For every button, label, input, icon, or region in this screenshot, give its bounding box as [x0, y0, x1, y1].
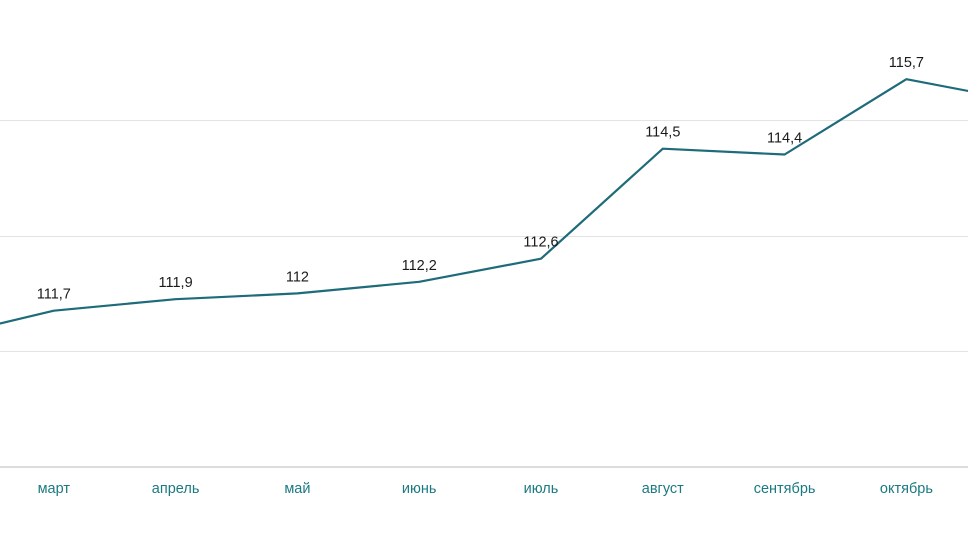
x-tick-label: апрель	[152, 481, 200, 497]
x-tick-label: июль	[524, 481, 559, 497]
chart-gridlines	[0, 121, 968, 468]
data-label: 112,2	[402, 258, 437, 274]
x-tick-label: март	[38, 481, 71, 497]
x-tick-label: август	[642, 481, 684, 497]
data-label: 112,6	[523, 235, 558, 251]
data-label: 111,9	[159, 275, 193, 291]
data-label: 112	[286, 269, 309, 285]
chart-data-labels: 111,7 111,9 112 112,2 112,6 114,5 114,4 115,7	[37, 55, 924, 303]
x-tick-label: июнь	[402, 481, 437, 497]
chart-x-axis-ticks: март апрель май июнь июль август сентябрь октяб…	[38, 481, 933, 497]
x-tick-label: октябрь	[880, 481, 933, 497]
data-label: 111,7	[37, 287, 71, 303]
x-tick-label: сентябрь	[754, 481, 816, 497]
series-line	[0, 79, 968, 340]
data-label: 115,7	[889, 55, 924, 71]
data-label: 114,4	[767, 131, 802, 147]
data-label: 114,5	[645, 125, 680, 141]
chart-series	[0, 79, 968, 340]
x-tick-label: май	[284, 481, 310, 497]
